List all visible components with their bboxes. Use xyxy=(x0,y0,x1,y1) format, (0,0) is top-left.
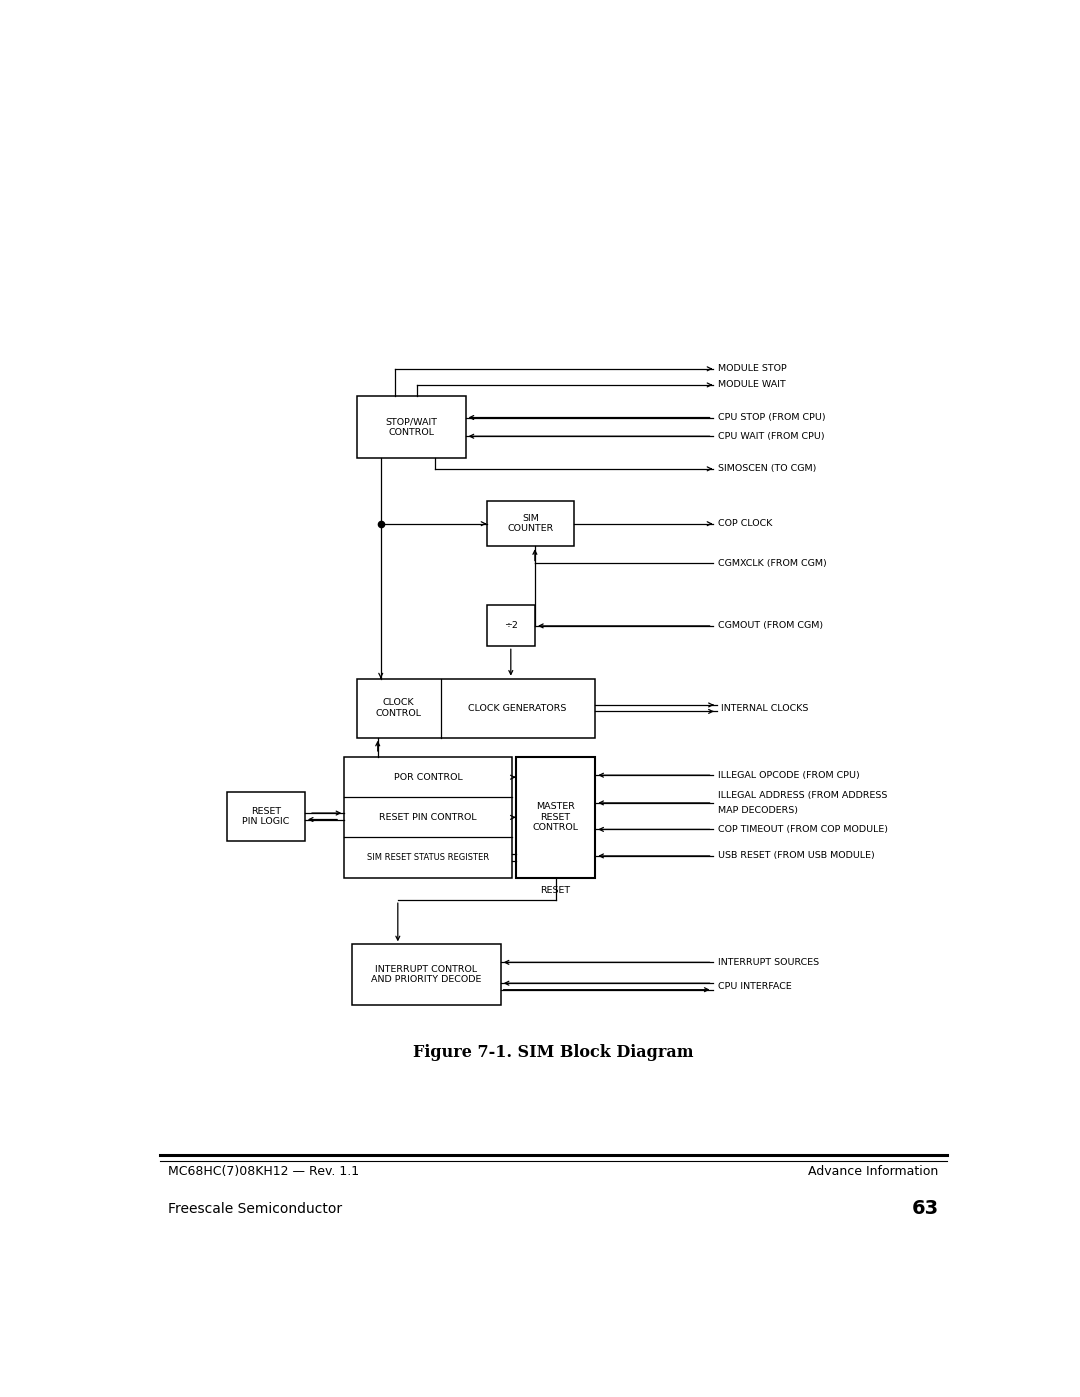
Text: USB RESET (FROM USB MODULE): USB RESET (FROM USB MODULE) xyxy=(718,851,875,861)
Text: STOP/WAIT
CONTROL: STOP/WAIT CONTROL xyxy=(386,418,437,437)
Text: POR CONTROL: POR CONTROL xyxy=(393,773,462,782)
Text: MASTER
RESET
CONTROL: MASTER RESET CONTROL xyxy=(532,802,579,833)
Text: SIM RESET STATUS REGISTER: SIM RESET STATUS REGISTER xyxy=(367,854,489,862)
Text: SIM
COUNTER: SIM COUNTER xyxy=(508,514,554,534)
Text: 63: 63 xyxy=(912,1200,939,1218)
Text: Advance Information: Advance Information xyxy=(808,1165,939,1178)
Text: CPU WAIT (FROM CPU): CPU WAIT (FROM CPU) xyxy=(718,432,825,440)
Text: RESET PIN CONTROL: RESET PIN CONTROL xyxy=(379,813,476,821)
Text: Figure 7-1. SIM Block Diagram: Figure 7-1. SIM Block Diagram xyxy=(414,1045,693,1062)
Text: RESET: RESET xyxy=(540,886,570,895)
Bar xyxy=(227,792,305,841)
Bar xyxy=(516,757,595,877)
Text: SIMOSCEN (TO CGM): SIMOSCEN (TO CGM) xyxy=(718,464,816,474)
Text: CPU STOP (FROM CPU): CPU STOP (FROM CPU) xyxy=(718,414,826,422)
Text: ILLEGAL OPCODE (FROM CPU): ILLEGAL OPCODE (FROM CPU) xyxy=(718,771,860,780)
Text: CGMOUT (FROM CGM): CGMOUT (FROM CGM) xyxy=(718,622,824,630)
Text: CPU INTERFACE: CPU INTERFACE xyxy=(718,982,792,990)
Text: CLOCK
CONTROL: CLOCK CONTROL xyxy=(376,698,421,718)
Text: COP CLOCK: COP CLOCK xyxy=(718,520,773,528)
Text: CGMXCLK (FROM CGM): CGMXCLK (FROM CGM) xyxy=(718,559,827,569)
Text: MODULE STOP: MODULE STOP xyxy=(718,365,787,373)
Bar xyxy=(345,757,512,877)
Text: CLOCK GENERATORS: CLOCK GENERATORS xyxy=(469,704,567,712)
Bar xyxy=(356,395,465,458)
Text: INTERNAL CLOCKS: INTERNAL CLOCKS xyxy=(721,704,808,712)
Bar xyxy=(356,679,595,738)
Text: INTERRUPT CONTROL
AND PRIORITY DECODE: INTERRUPT CONTROL AND PRIORITY DECODE xyxy=(372,965,482,983)
Text: Freescale Semiconductor: Freescale Semiconductor xyxy=(168,1201,342,1215)
Text: MAP DECODERS): MAP DECODERS) xyxy=(718,806,798,814)
Text: COP TIMEOUT (FROM COP MODULE): COP TIMEOUT (FROM COP MODULE) xyxy=(718,824,889,834)
Text: ILLEGAL ADDRESS (FROM ADDRESS: ILLEGAL ADDRESS (FROM ADDRESS xyxy=(718,791,888,800)
Text: RESET
PIN LOGIC: RESET PIN LOGIC xyxy=(242,806,289,826)
Text: INTERRUPT SOURCES: INTERRUPT SOURCES xyxy=(718,958,820,967)
Text: MODULE WAIT: MODULE WAIT xyxy=(718,380,786,390)
Text: MC68HC(7)08KH12 — Rev. 1.1: MC68HC(7)08KH12 — Rev. 1.1 xyxy=(168,1165,360,1178)
Text: ÷2: ÷2 xyxy=(504,622,517,630)
Bar xyxy=(352,944,501,1004)
Bar xyxy=(486,605,535,647)
Bar xyxy=(486,502,575,546)
